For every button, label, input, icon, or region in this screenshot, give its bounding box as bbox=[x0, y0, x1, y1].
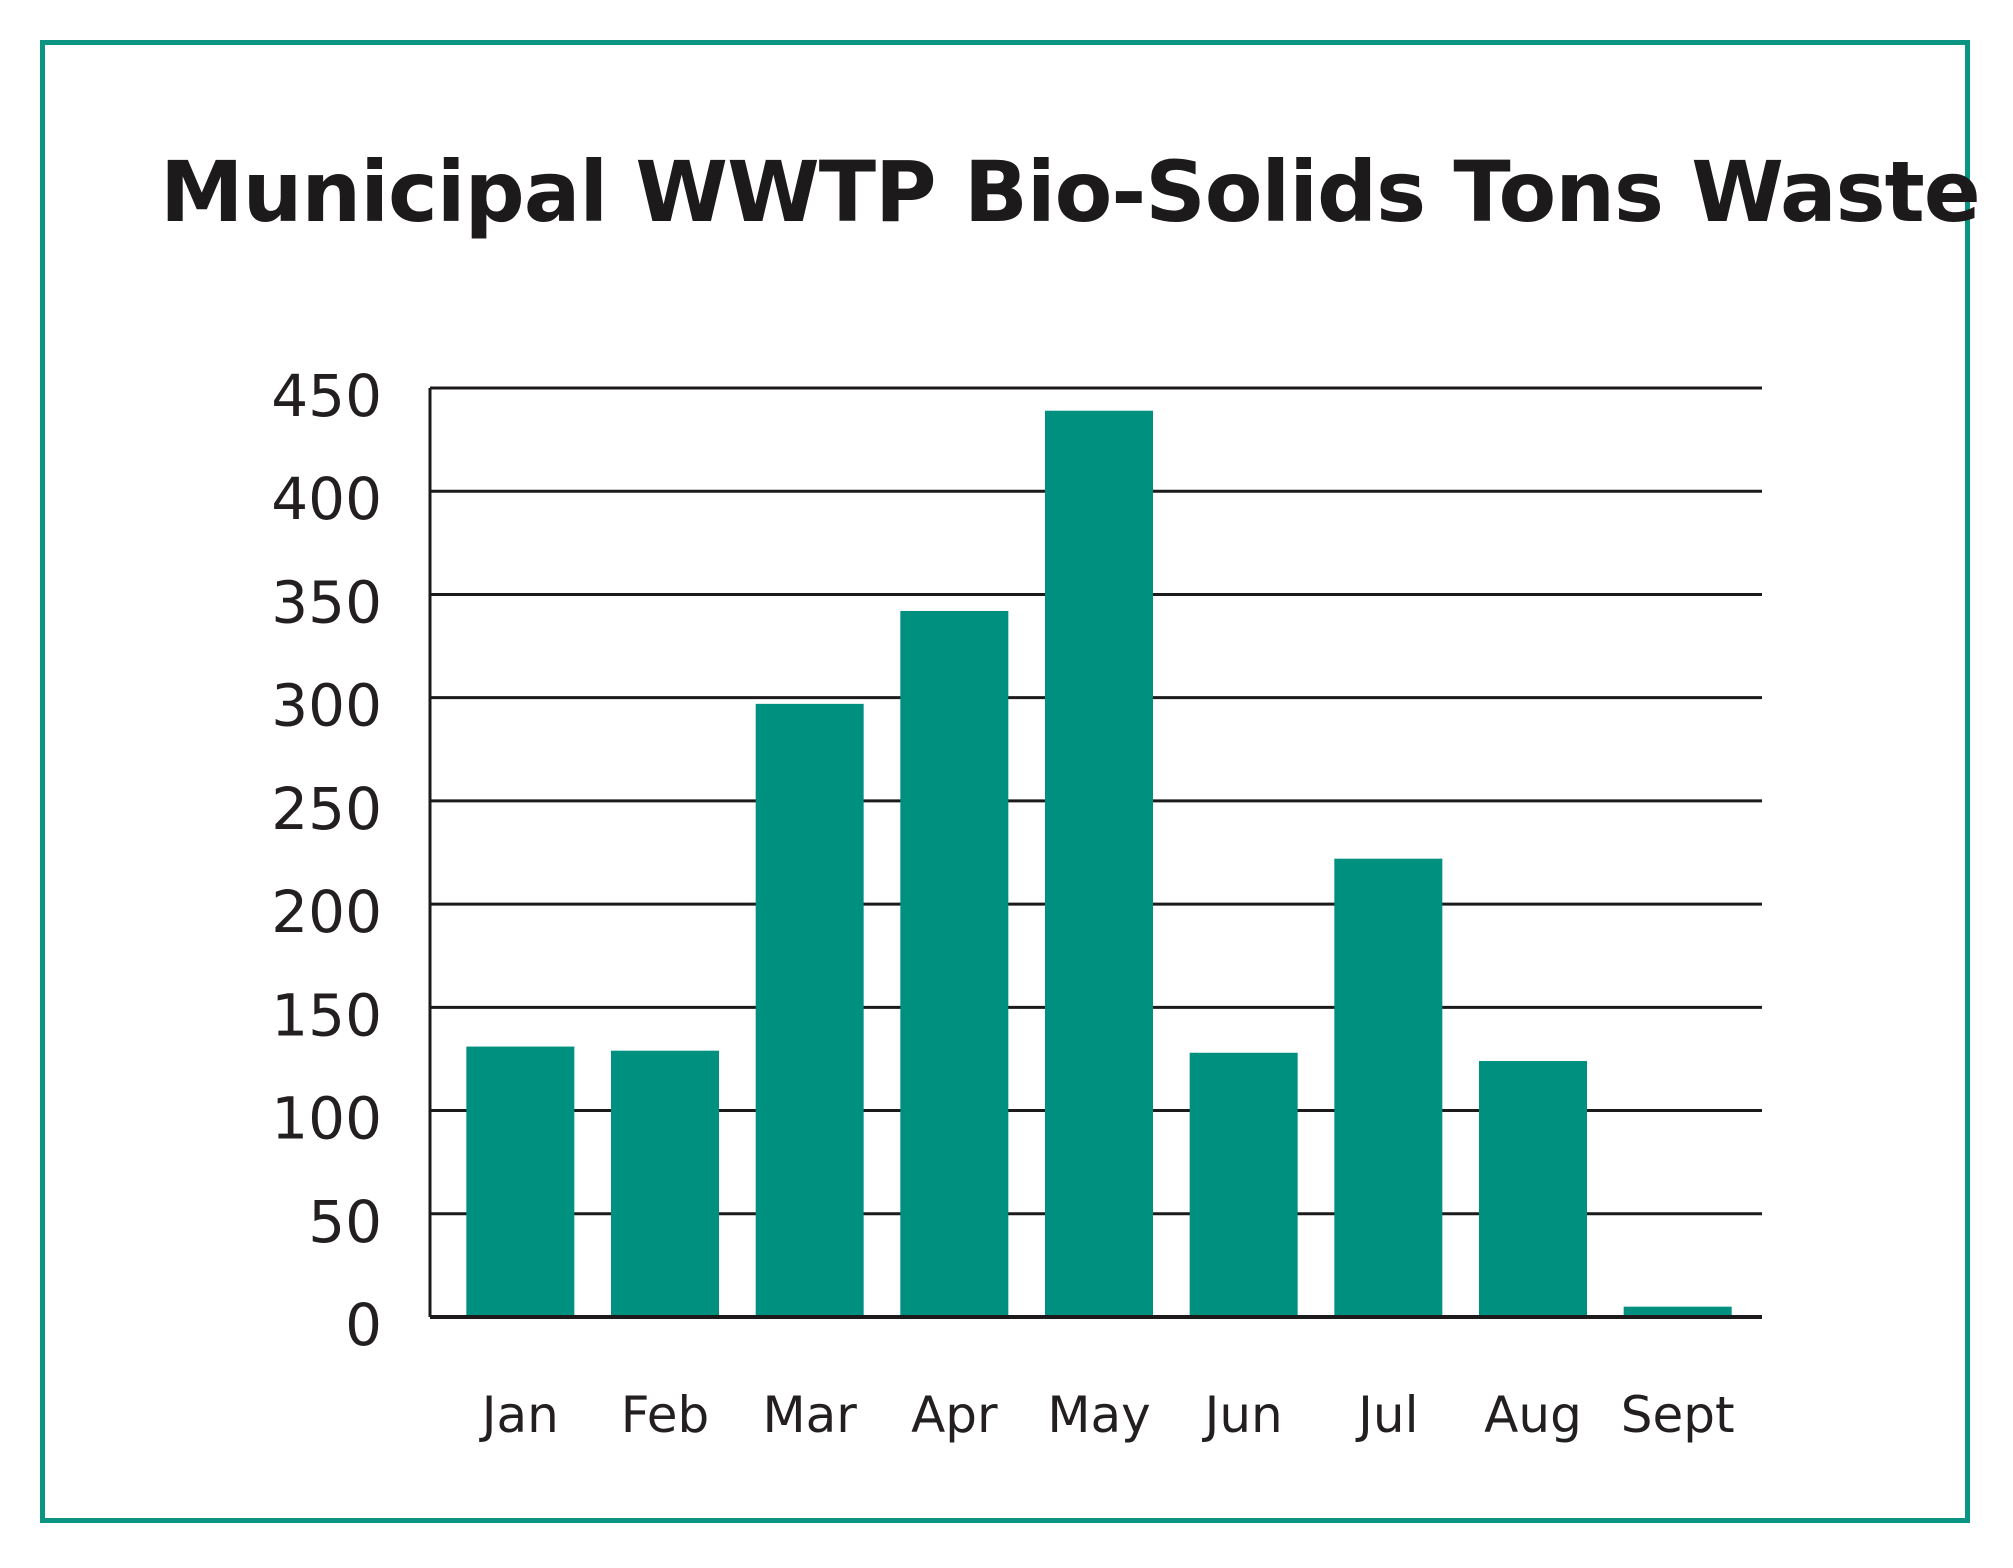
y-tick-label: 400 bbox=[271, 465, 382, 533]
y-tick-label: 100 bbox=[271, 1085, 382, 1153]
y-tick-label: 150 bbox=[271, 981, 382, 1049]
y-tick-label: 0 bbox=[345, 1291, 382, 1359]
chart-frame bbox=[40, 40, 1970, 1523]
x-tick-label: Jan bbox=[479, 1386, 559, 1444]
bar-mar bbox=[755, 703, 864, 1317]
x-tick-label: Jun bbox=[1202, 1386, 1283, 1444]
y-tick-label: 300 bbox=[271, 672, 382, 740]
x-tick-label: Aug bbox=[1484, 1386, 1582, 1444]
y-tick-labels: 0 50 100 150 200 250 300 350 400 450 bbox=[271, 362, 382, 1359]
bars bbox=[466, 410, 1732, 1318]
bar-jul bbox=[1334, 858, 1443, 1317]
x-tick-label: Mar bbox=[762, 1386, 857, 1444]
bar-jun bbox=[1189, 1052, 1298, 1317]
x-tick-label: Jul bbox=[1355, 1386, 1418, 1444]
bar-feb bbox=[611, 1050, 719, 1317]
bar-apr bbox=[900, 610, 1009, 1317]
bar-aug bbox=[1479, 1061, 1587, 1317]
y-tick-label: 50 bbox=[308, 1188, 382, 1256]
chart-title: Municipal WWTP Bio-Solids Tons Waste bbox=[160, 143, 1981, 241]
bar-jan bbox=[466, 1046, 575, 1317]
x-tick-labels: Jan Feb Mar Apr May Jun Jul Aug Sept bbox=[479, 1386, 1735, 1444]
y-tick-label: 450 bbox=[271, 362, 382, 430]
x-tick-label: May bbox=[1047, 1386, 1150, 1444]
x-tick-label: Feb bbox=[621, 1386, 710, 1444]
y-tick-label: 350 bbox=[271, 568, 382, 636]
x-tick-label: Sept bbox=[1621, 1386, 1735, 1444]
x-tick-label: Apr bbox=[911, 1386, 998, 1444]
axes bbox=[428, 388, 1762, 1319]
y-tick-label: 200 bbox=[271, 878, 382, 946]
bar-sept bbox=[1623, 1306, 1732, 1317]
y-tick-label: 250 bbox=[271, 775, 382, 843]
bar-may bbox=[1045, 410, 1153, 1318]
